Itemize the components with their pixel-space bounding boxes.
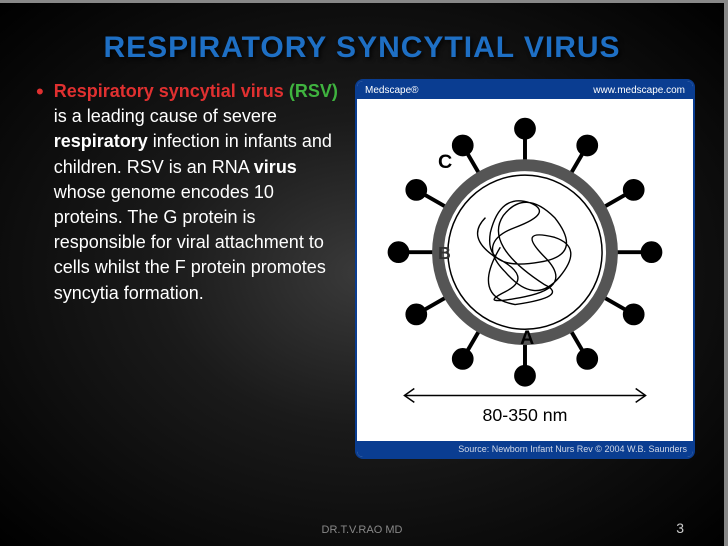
- label-a: A: [520, 327, 534, 349]
- figure-header: Medscape® www.medscape.com: [357, 81, 693, 99]
- content-row: • Respiratory syncytial virus (RSV) is a…: [0, 79, 724, 459]
- inner-boundary: [448, 175, 602, 329]
- bullet-marker: •: [36, 79, 44, 306]
- body-text: Respiratory syncytial virus (RSV) is a l…: [54, 79, 346, 306]
- virus-figure: Medscape® www.medscape.com: [355, 79, 695, 459]
- body-text-column: • Respiratory syncytial virus (RSV) is a…: [36, 79, 346, 459]
- figure-header-right: www.medscape.com: [593, 85, 685, 96]
- paren-close: ): [332, 81, 338, 101]
- slide-footer-author: DR.T.V.RAO MD: [0, 524, 724, 536]
- virus-diagram-svg: C B A 80-350 nm: [357, 99, 693, 441]
- label-c: C: [438, 151, 452, 173]
- bold-virus: virus: [254, 157, 297, 177]
- bold-respiratory: respiratory: [54, 131, 148, 151]
- dimension-label: 80-350 nm: [483, 405, 568, 425]
- phrase-rsv-full: Respiratory syncytial virus: [54, 81, 284, 101]
- abbrev-rsv: RSV: [295, 81, 332, 101]
- figure-header-left: Medscape®: [365, 85, 419, 96]
- label-b: B: [438, 243, 451, 263]
- dimension-arrow: [404, 389, 645, 403]
- seg1: is a leading cause of severe: [54, 106, 277, 126]
- figure-column: Medscape® www.medscape.com: [354, 79, 696, 459]
- slide-title: RESPIRATORY SYNCYTIAL VIRUS: [0, 3, 724, 79]
- figure-footer: Source: Newborn Infant Nurs Rev © 2004 W…: [357, 441, 693, 457]
- bullet-item: • Respiratory syncytial virus (RSV) is a…: [36, 79, 346, 306]
- seg3: whose genome encodes 10 proteins. The G …: [54, 182, 326, 303]
- page-number: 3: [676, 520, 684, 536]
